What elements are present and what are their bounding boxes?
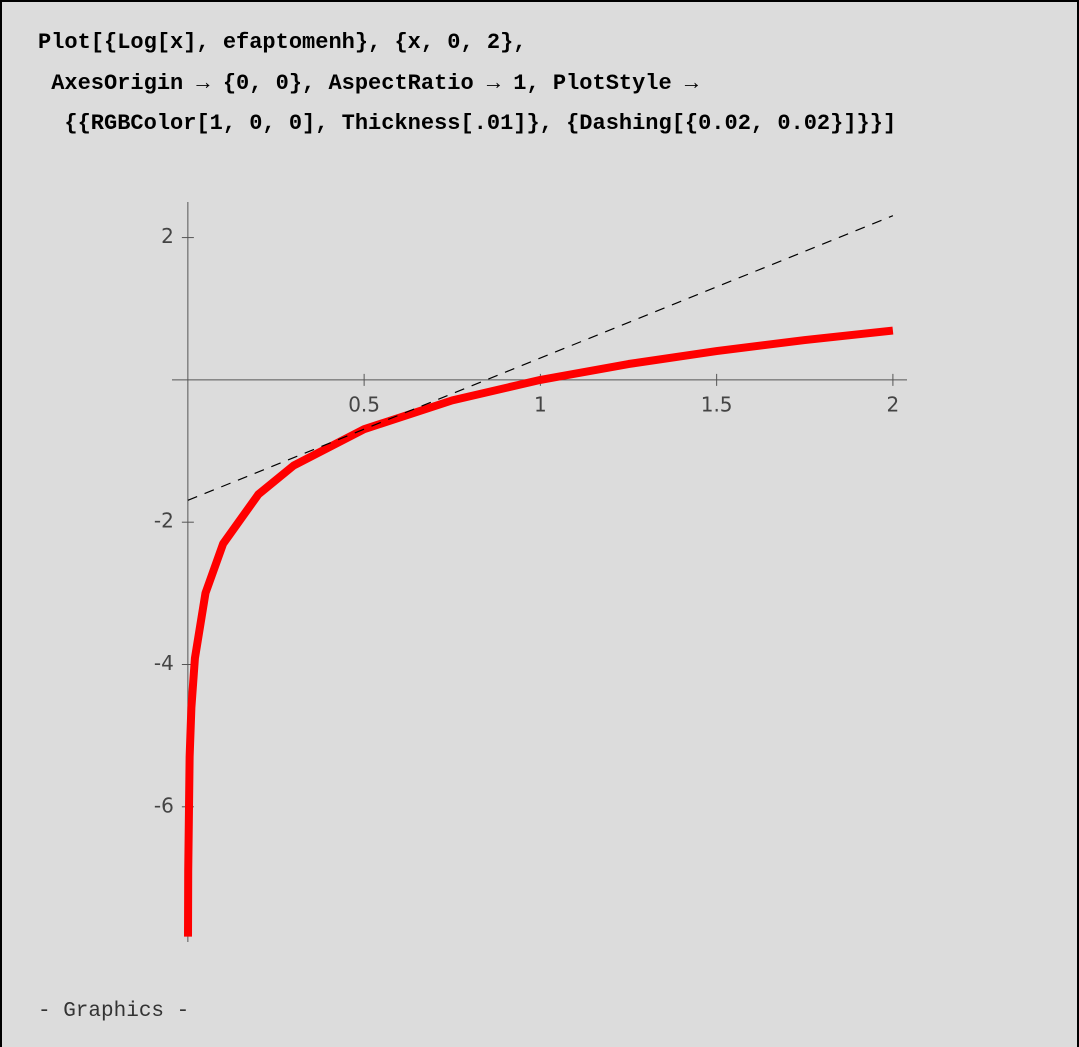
x-tick-label: 1.5 [701,392,733,416]
y-tick-label: -2 [154,509,174,533]
output-label: - Graphics - [38,1000,190,1023]
x-tick-label: 0.5 [348,392,380,416]
y-tick-label: -4 [154,651,174,675]
input-line: AxesOrigin → {0, 0}, AspectRatio → 1, Pl… [38,71,699,96]
x-tick-label: 1 [534,392,547,416]
curve [184,326,894,937]
y-tick-label: -6 [154,793,174,817]
chart: 0.5 1 1.5 2 -6 -4 -2 2 [154,202,907,942]
input-line: {{RGBColor[1, 0, 0], Thickness[.01]}, {D… [38,111,897,136]
x-tick-label: 2 [887,392,900,416]
y-tick-label: 2 [161,224,174,248]
input-line: Plot[{Log[x], efaptomenh}, {x, 0, 2}, [38,30,527,55]
dashed-line [187,215,894,501]
